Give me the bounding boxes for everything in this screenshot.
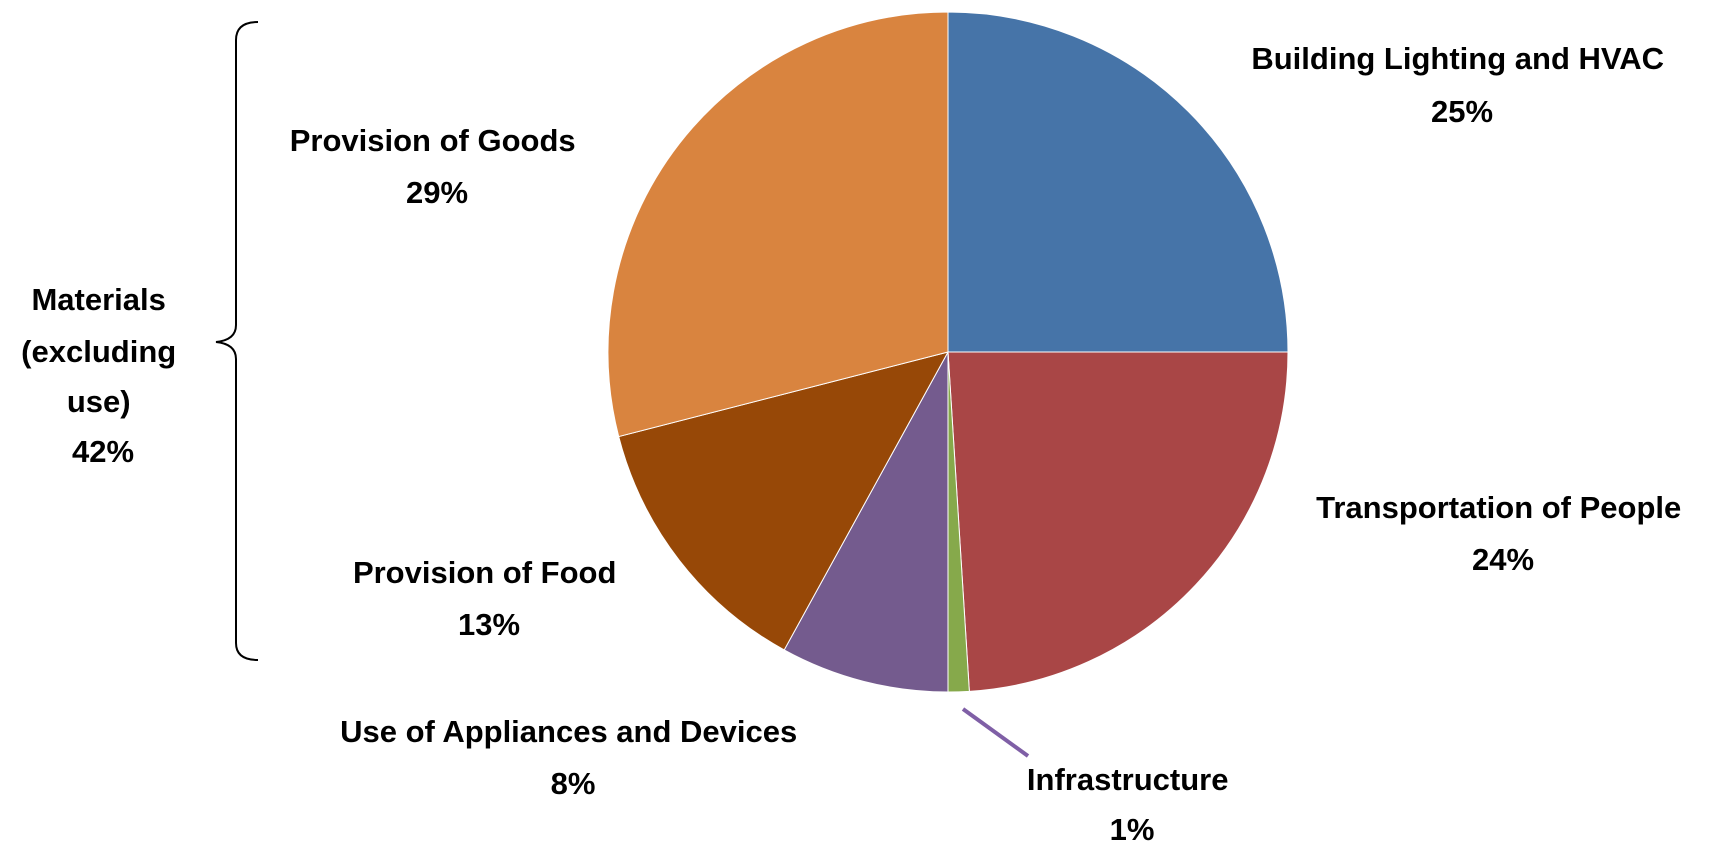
infrastructure-leader-line bbox=[961, 707, 1030, 758]
slice-provision-of-food bbox=[618, 351, 949, 651]
slice-provision-of-goods bbox=[607, 11, 949, 438]
pie-slices bbox=[607, 11, 1289, 693]
label-transportation-of-people: Transportation of People 24% bbox=[1316, 490, 1690, 577]
label-materials-group: Materials (excluding use) 42% bbox=[21, 282, 185, 469]
label-building-lighting-hvac: Building Lighting and HVAC 25% bbox=[1251, 41, 1672, 129]
label-provision-of-food: Provision of Food 13% bbox=[353, 555, 625, 642]
materials-bracket bbox=[215, 21, 259, 661]
slice-transportation-of-people bbox=[947, 351, 1289, 692]
label-provision-of-goods: Provision of Goods 29% bbox=[290, 123, 585, 210]
label-use-of-appliances-and-devices: Use of Appliances and Devices 8% bbox=[340, 714, 806, 801]
label-infrastructure: Infrastructure 1% bbox=[1027, 762, 1237, 844]
slice-building-lighting-and-hvac bbox=[947, 11, 1289, 353]
slice-use-of-appliances-and-devices bbox=[783, 351, 949, 693]
